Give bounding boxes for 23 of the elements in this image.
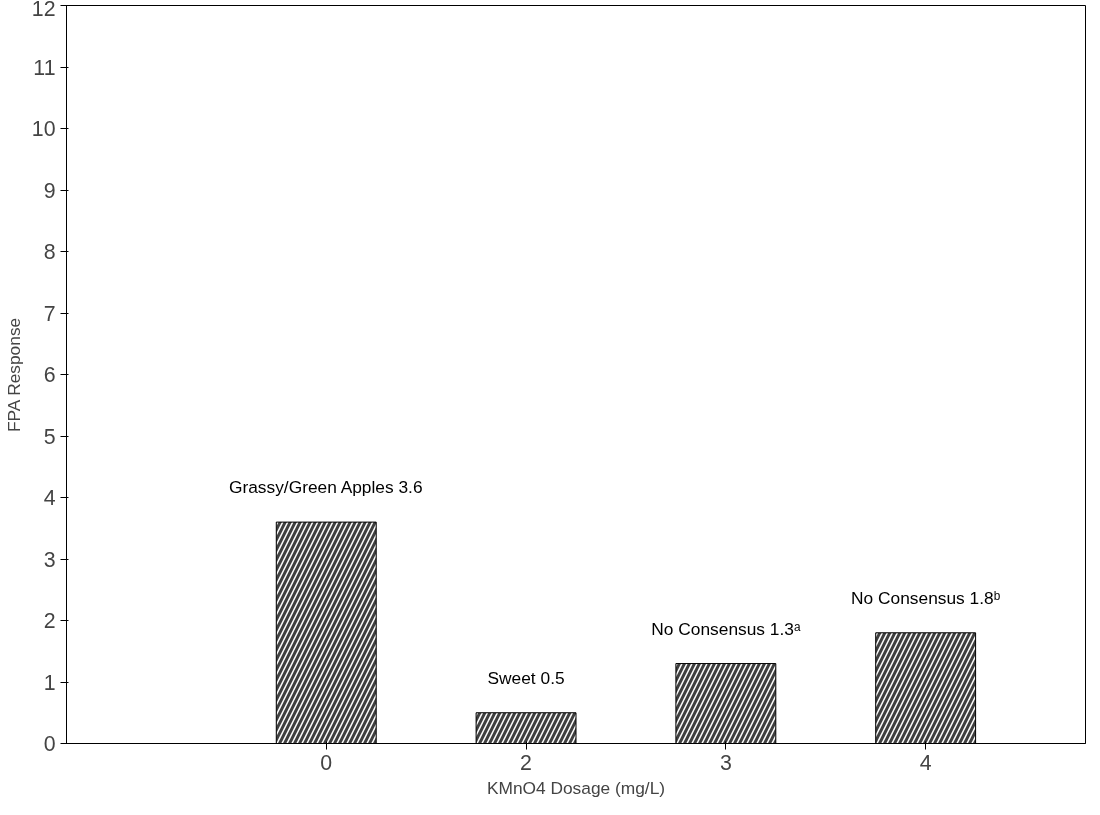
y-tick-label: 6 — [43, 363, 56, 387]
y-tick-label: 12 — [31, 0, 56, 21]
data-label: Grassy/Green Apples 3.6 — [228, 477, 423, 498]
y-tick-label: 4 — [43, 486, 56, 510]
y-tick-label: 8 — [43, 240, 56, 264]
x-tick-label: 3 — [719, 750, 732, 775]
y-tick-label: 5 — [43, 424, 56, 449]
data-label: Sweet 0.5 — [487, 667, 565, 688]
y-tick-label: 10 — [31, 117, 56, 141]
y-tick-label: 0 — [43, 732, 56, 756]
x-tick-label: 2 — [520, 750, 532, 775]
y-tick-label: 9 — [43, 178, 56, 203]
x-axis-title: KMnO4 Dosage (mg/L) — [486, 777, 666, 798]
data-label: No Consensus 1.8ᵇ — [851, 587, 1001, 608]
y-tick-label: 3 — [43, 547, 56, 572]
y-axis-title: FPA Response — [3, 317, 24, 433]
y-tick-label: 11 — [33, 55, 56, 80]
y-tick-label: 2 — [43, 609, 56, 633]
x-tick-label: 4 — [919, 750, 932, 775]
x-tick-label: 0 — [320, 750, 333, 775]
y-tick-label: 7 — [43, 301, 56, 326]
data-label: No Consensus 1.3ᵃ — [651, 618, 801, 639]
y-tick-label: 1 — [43, 670, 56, 695]
